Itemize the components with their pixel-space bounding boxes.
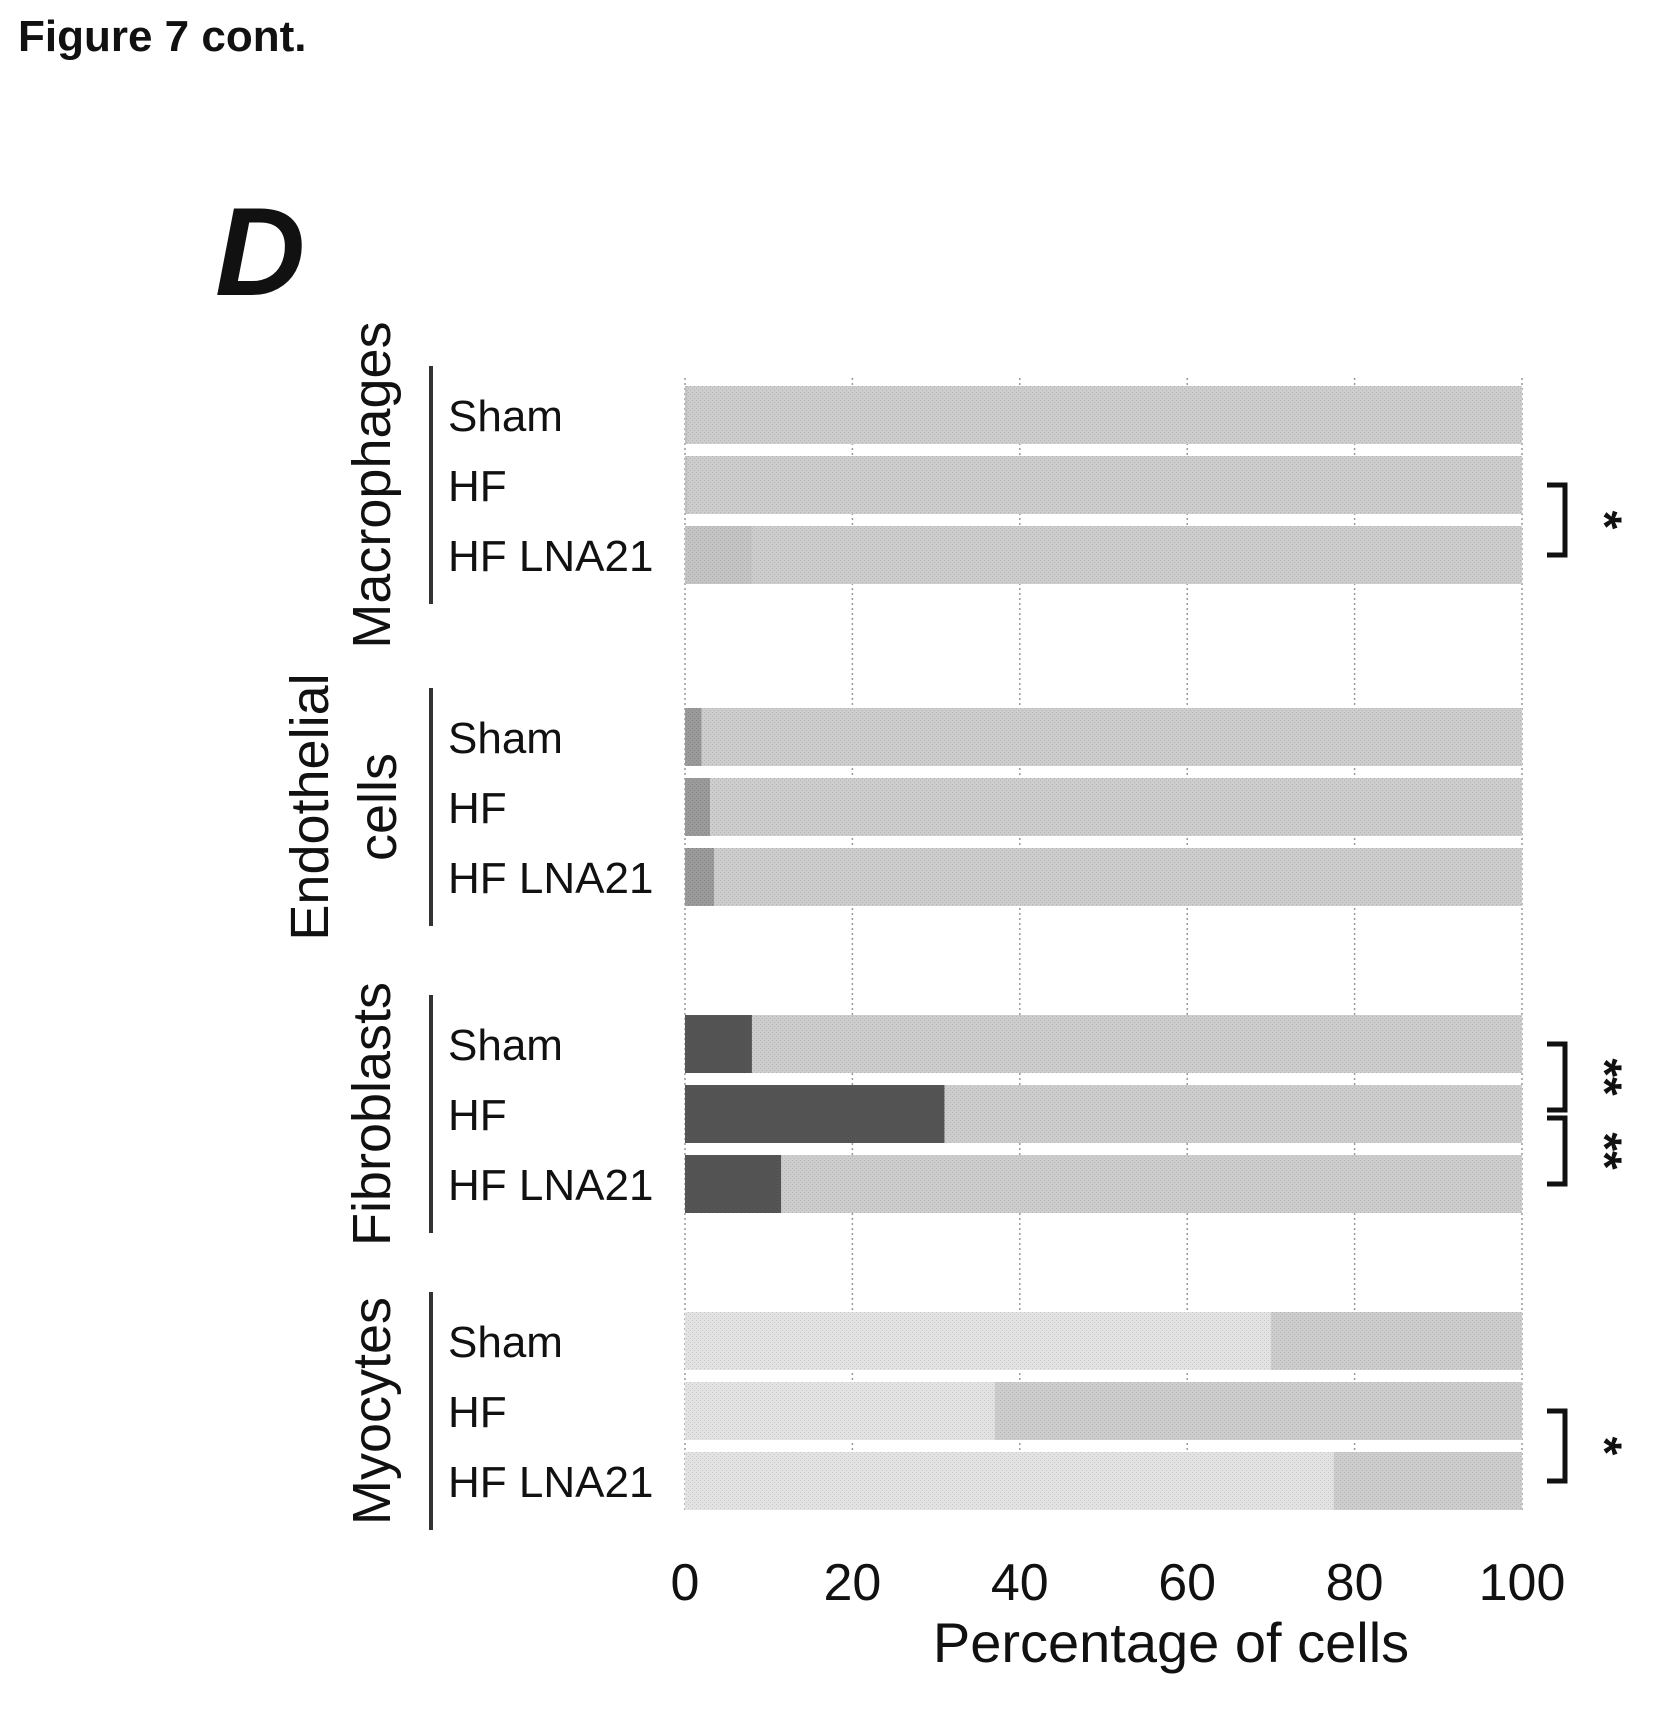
- significance-bracket: [1547, 1041, 1568, 1113]
- bar-label: HF: [448, 462, 507, 511]
- bar-label: HF LNA21: [448, 532, 653, 581]
- group-title: Macrophages: [342, 321, 402, 648]
- bars: [685, 386, 1522, 1510]
- bar-segment-texture: [685, 1382, 995, 1440]
- group-title: Myocytes: [342, 1297, 402, 1525]
- bar-label: Sham: [448, 1021, 563, 1070]
- bar-segment-texture: [701, 708, 1522, 766]
- bar-label: HF LNA21: [448, 854, 653, 903]
- x-axis: Percentage of cells 0 20 40 60 80 100: [671, 1554, 1566, 1674]
- group-title: Fibroblasts: [342, 982, 402, 1246]
- bar-segment-texture: [685, 848, 715, 906]
- x-tick-label: 0: [671, 1554, 700, 1612]
- bar-label: Sham: [448, 392, 563, 441]
- bar-segment-texture: [685, 708, 702, 766]
- bar-segment-texture: [685, 1015, 752, 1073]
- bar-label: HF: [448, 1091, 507, 1140]
- labels: Sham HF HF LNA21 Sham HF HF LNA21 Sham HF HF LNA…: [280, 321, 653, 1530]
- significance-mark: **: [1578, 1132, 1631, 1170]
- significance-bracket: [1547, 1115, 1568, 1187]
- bar-segment-texture: [1333, 1452, 1522, 1510]
- bar-segment-texture: [685, 1312, 1271, 1370]
- significance-bracket: [1547, 1408, 1568, 1484]
- bar-segment-texture: [685, 778, 711, 836]
- bar-segment-texture: [685, 1452, 1334, 1510]
- page-title: Figure 7 cont.: [18, 12, 307, 61]
- x-tick-label: 80: [1326, 1554, 1384, 1612]
- bar-segment-texture: [751, 526, 1522, 584]
- bar-label: HF LNA21: [448, 1458, 653, 1507]
- panel-label: D: [215, 183, 305, 322]
- bar-segment-texture: [751, 1015, 1522, 1073]
- x-tick-label: 20: [823, 1554, 881, 1612]
- bar-label: Sham: [448, 714, 563, 763]
- bar-segment-texture: [685, 386, 688, 444]
- bar-segment-texture: [710, 778, 1522, 836]
- significance-mark: *: [1578, 1437, 1631, 1456]
- bar-label: Sham: [448, 1318, 563, 1367]
- bar-segment-texture: [781, 1155, 1522, 1213]
- significance-mark: *: [1578, 511, 1631, 530]
- bar-label: HF LNA21: [448, 1161, 653, 1210]
- x-tick-label: 100: [1479, 1554, 1566, 1612]
- significance-mark: **: [1578, 1058, 1631, 1096]
- x-tick-label: 40: [991, 1554, 1049, 1612]
- bar-segment-texture: [685, 456, 688, 514]
- bar-segment-texture: [687, 456, 1522, 514]
- bar-segment-texture: [685, 1155, 782, 1213]
- bar-label: HF: [448, 1388, 507, 1437]
- bar-label: HF: [448, 784, 507, 833]
- bar-segment-texture: [944, 1085, 1522, 1143]
- bar-segment-texture: [687, 386, 1522, 444]
- group-title: Endothelial: [280, 673, 340, 940]
- group-title: cells: [348, 753, 408, 861]
- bar-segment-texture: [714, 848, 1522, 906]
- bar-segment-texture: [685, 1085, 945, 1143]
- grid-lines: [684, 378, 1523, 1510]
- significance-brackets: ******: [1547, 482, 1631, 1484]
- bar-segment-texture: [685, 526, 752, 584]
- x-axis-title: Percentage of cells: [933, 1611, 1409, 1674]
- x-tick-label: 60: [1158, 1554, 1216, 1612]
- significance-bracket: [1547, 482, 1568, 558]
- bar-segment-texture: [1270, 1312, 1522, 1370]
- bar-segment-texture: [994, 1382, 1522, 1440]
